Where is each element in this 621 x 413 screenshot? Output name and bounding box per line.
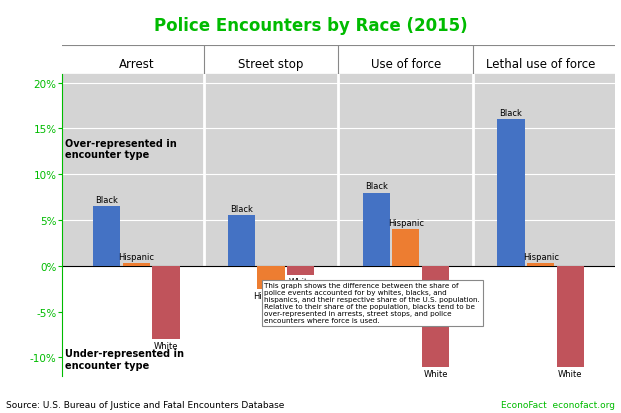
Text: White: White (424, 369, 448, 378)
Text: EconoFact  econofact.org: EconoFact econofact.org (501, 400, 615, 409)
Text: White: White (288, 278, 313, 287)
Bar (62, 266, 615, 376)
Text: Black: Black (95, 195, 118, 204)
Text: Street stop: Street stop (238, 58, 304, 71)
Text: Arrest: Arrest (119, 58, 154, 71)
Text: Police Encounters by Race (2015): Police Encounters by Race (2015) (153, 17, 468, 34)
Text: Hispanic: Hispanic (253, 291, 289, 300)
Bar (363, 193, 390, 266)
Text: This graph shows the difference between the share of
police events accounted for: This graph shows the difference between … (265, 282, 480, 323)
Bar (122, 263, 150, 266)
Bar (422, 266, 449, 367)
Bar (527, 263, 555, 266)
Text: Black: Black (230, 205, 253, 214)
Text: White: White (558, 369, 582, 378)
Bar (556, 266, 584, 367)
Text: White: White (153, 342, 178, 351)
Text: Hispanic: Hispanic (388, 218, 424, 228)
Bar (93, 207, 120, 266)
Bar (152, 266, 179, 339)
Text: Over-represented in
encounter type: Over-represented in encounter type (65, 138, 176, 160)
Text: Under-represented in
encounter type: Under-represented in encounter type (65, 349, 184, 370)
Text: Black: Black (499, 109, 522, 118)
Bar (497, 120, 525, 266)
Bar (287, 266, 314, 275)
Text: Use of force: Use of force (371, 58, 441, 71)
Text: Hispanic: Hispanic (118, 252, 154, 261)
Text: Hispanic: Hispanic (523, 252, 559, 261)
Bar (392, 230, 420, 266)
Bar (257, 266, 284, 289)
Text: Lethal use of force: Lethal use of force (486, 58, 596, 71)
Text: Black: Black (365, 182, 388, 191)
Text: Source: U.S. Bureau of Justice and Fatal Encounters Database: Source: U.S. Bureau of Justice and Fatal… (6, 400, 284, 409)
Bar (228, 216, 255, 266)
